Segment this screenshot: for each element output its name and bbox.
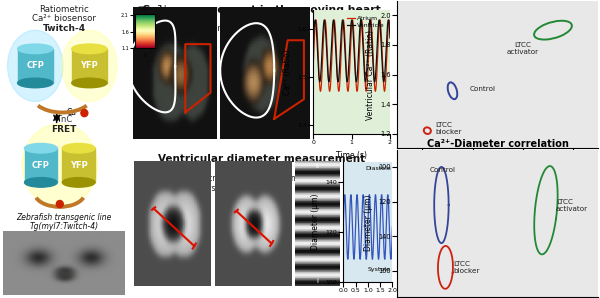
Atrium [366, 33, 373, 37]
Text: Ca²⁺ biosensor: Ca²⁺ biosensor [32, 14, 96, 23]
Atrium [335, 89, 342, 93]
Text: Zebrafish transgenic line: Zebrafish transgenic line [17, 213, 112, 222]
Text: i: i [317, 277, 319, 284]
Text: 0: 0 [143, 53, 146, 58]
Text: Control: Control [430, 167, 455, 173]
Line: Ventricle: Ventricle [313, 20, 390, 82]
Text: CFP: CFP [32, 161, 50, 170]
X-axis label: Atrial Ca²⁺ (Ratio): Atrial Ca²⁺ (Ratio) [463, 166, 532, 175]
Text: YFP: YFP [80, 61, 98, 70]
Text: (i-ii): (i-ii) [271, 185, 284, 191]
Text: LTCC
blocker: LTCC blocker [454, 261, 480, 274]
Text: TnC: TnC [56, 115, 73, 124]
Legend: Atrium, Ventricle: Atrium, Ventricle [345, 13, 387, 31]
Atrium [312, 18, 319, 22]
Bar [72, 49, 107, 83]
Ellipse shape [56, 201, 63, 208]
Ellipse shape [8, 30, 63, 102]
Line: Atrium: Atrium [313, 20, 390, 91]
Ellipse shape [62, 178, 95, 187]
Text: FRET: FRET [52, 125, 77, 134]
Text: Kymogram: Kymogram [257, 174, 298, 183]
Text: CFP: CFP [26, 61, 44, 70]
Text: Tg(myl7:Twitch-4): Tg(myl7:Twitch-4) [29, 222, 99, 231]
Text: Ventricular
systole: Ventricular systole [196, 174, 238, 193]
Ventricle [340, 31, 347, 35]
Text: Atrial systole: Atrial systole [139, 24, 194, 33]
Y-axis label: Diameter (μm): Diameter (μm) [364, 195, 373, 252]
Bar [25, 148, 57, 182]
Ellipse shape [17, 78, 53, 88]
Ventricle [358, 25, 365, 29]
Text: ii: ii [316, 163, 320, 170]
Text: Ventricular diameter measurement: Ventricular diameter measurement [158, 154, 365, 164]
Y-axis label: Diameter (μm): Diameter (μm) [311, 194, 320, 250]
Text: Ventricular
Diastole: Ventricular Diastole [137, 174, 179, 193]
Bar [17, 49, 53, 83]
Ventricle [366, 21, 373, 25]
Text: LTCC
blocker: LTCC blocker [435, 122, 461, 135]
Text: Systole: Systole [368, 267, 391, 272]
Atrium [317, 89, 324, 93]
Ventricle [321, 18, 328, 22]
Atrium [365, 41, 373, 45]
Text: LTCC
activator: LTCC activator [507, 42, 539, 55]
Atrium [340, 22, 347, 25]
Text: Twitch-4: Twitch-4 [43, 24, 86, 33]
Ventricle [335, 78, 342, 81]
Ellipse shape [25, 178, 57, 187]
Atrium [319, 53, 326, 56]
Text: YFP: YFP [70, 161, 88, 170]
Ellipse shape [72, 44, 107, 54]
Text: Ventricular systole: Ventricular systole [206, 24, 285, 33]
Bar [62, 148, 95, 182]
Text: LTCC
activator: LTCC activator [556, 198, 588, 212]
Text: Control: Control [470, 86, 496, 92]
Ellipse shape [72, 78, 107, 88]
Ventricle [365, 26, 373, 29]
Ellipse shape [62, 30, 117, 102]
Ventricle [310, 43, 317, 46]
Text: Diastole: Diastole [365, 166, 391, 171]
Ventricle [316, 80, 323, 83]
Text: Ratiometric: Ratiometric [40, 5, 89, 14]
Ellipse shape [25, 143, 57, 153]
Ventricle [386, 36, 394, 40]
Text: Ca²⁺ measurement in the moving heart: Ca²⁺ measurement in the moving heart [142, 5, 381, 15]
Ellipse shape [22, 124, 98, 207]
Text: 30μm: 30μm [138, 6, 152, 11]
Ventricle [319, 37, 326, 41]
Y-axis label: Ca²⁺ (Ratio): Ca²⁺ (Ratio) [283, 49, 292, 95]
X-axis label: Time (s): Time (s) [336, 151, 367, 160]
Text: Ca²⁺: Ca²⁺ [67, 108, 84, 117]
Atrium [358, 19, 365, 22]
Atrium [386, 25, 394, 29]
Ellipse shape [62, 143, 95, 153]
Ellipse shape [81, 110, 88, 117]
Y-axis label: Ventricular Ca²⁺ (Ratio): Ventricular Ca²⁺ (Ratio) [366, 30, 375, 119]
Ellipse shape [17, 44, 53, 54]
Atrium [310, 64, 317, 68]
Title: Ca²⁺-Diameter correlation: Ca²⁺-Diameter correlation [427, 139, 569, 149]
